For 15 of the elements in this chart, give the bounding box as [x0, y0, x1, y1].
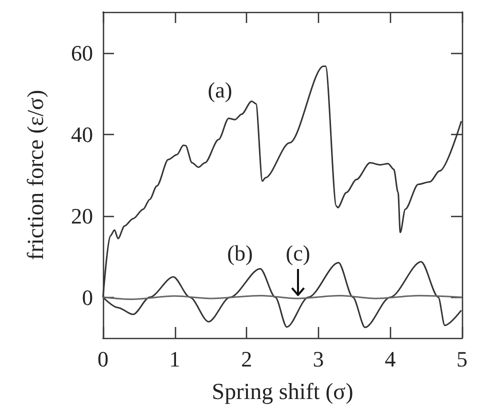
- y-axis-title: friction force (ε/σ): [23, 90, 48, 260]
- y-tick-label: 60: [71, 40, 93, 66]
- x-tick-label: 3: [312, 346, 324, 372]
- x-tick-label: 1: [169, 346, 180, 372]
- x-tick-label: 2: [241, 346, 252, 372]
- annotation: (a): [208, 78, 232, 102]
- annotation: (c): [286, 240, 310, 266]
- y-tick-label: 40: [71, 122, 93, 147]
- x-tick-label: 4: [384, 346, 396, 372]
- y-tick-label: 20: [71, 203, 93, 228]
- x-axis-title: Spring shift (σ): [212, 379, 354, 404]
- x-tick-label: 0: [98, 346, 108, 372]
- annotation: (b): [227, 240, 253, 266]
- y-tick-label: 0: [82, 284, 93, 310]
- x-tick-label: 5: [456, 346, 468, 372]
